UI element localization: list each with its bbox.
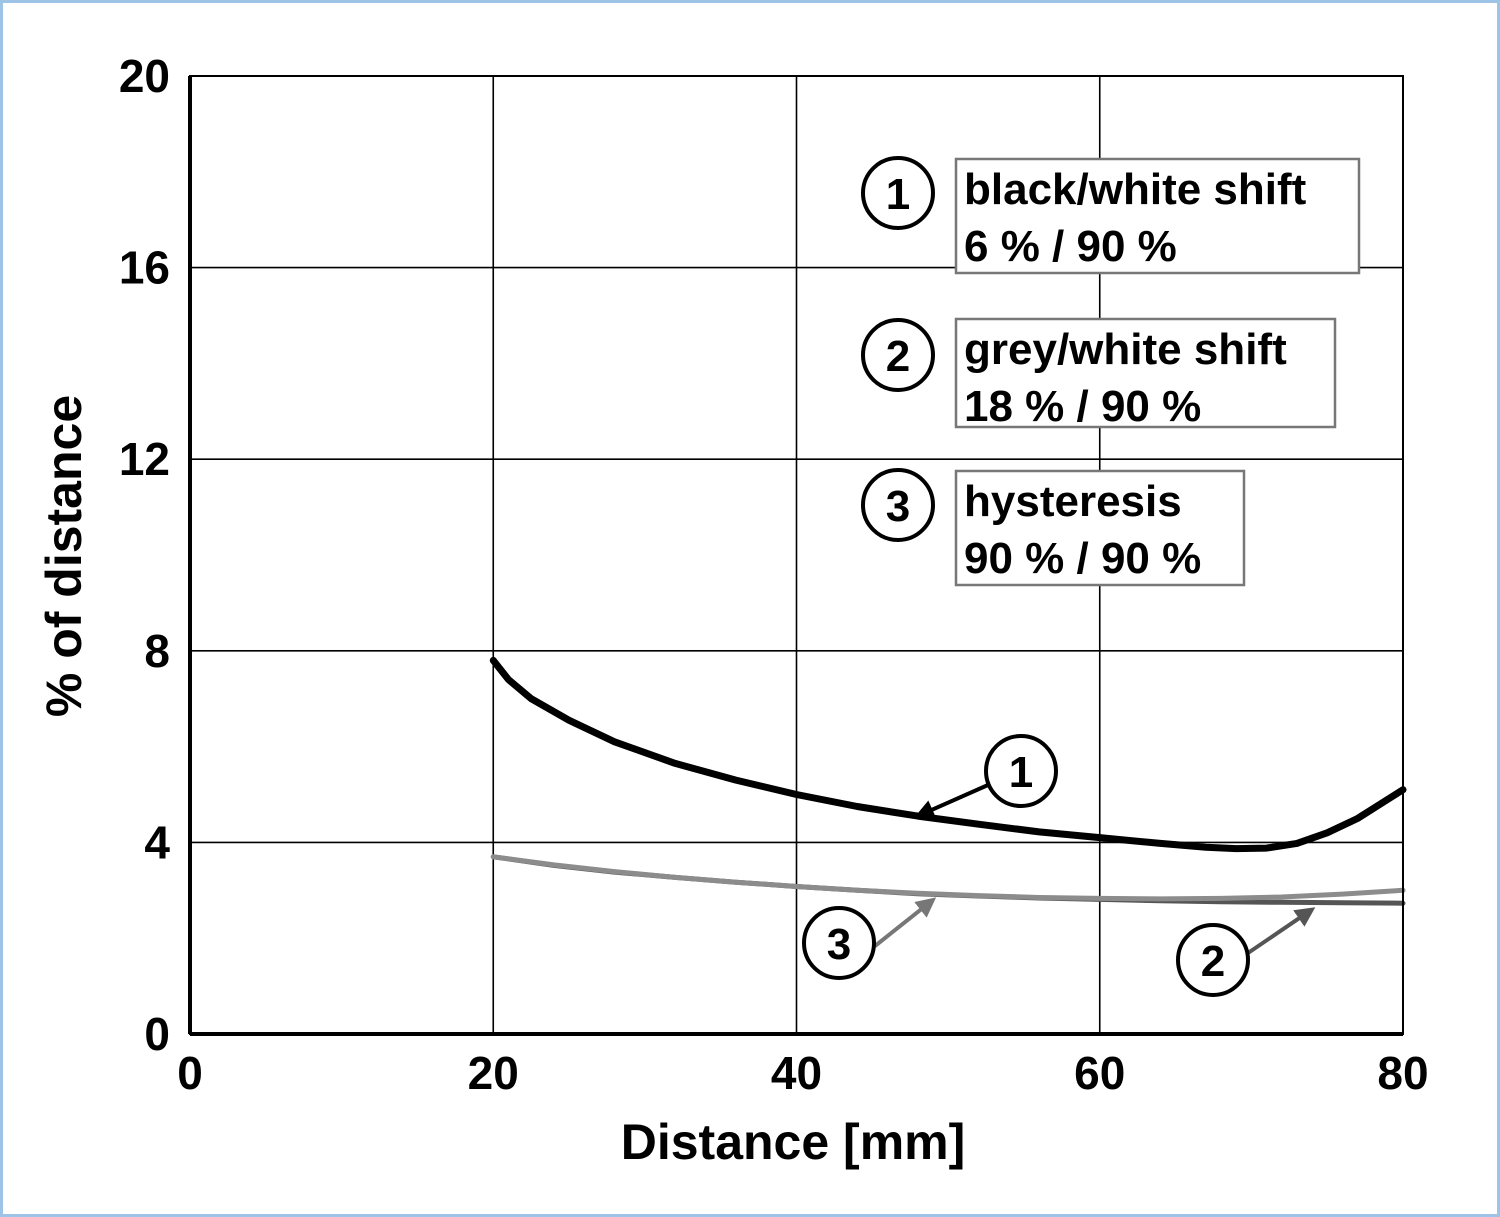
x-tick-label: 20 xyxy=(468,1047,519,1099)
y-tick-label: 20 xyxy=(119,50,170,102)
annotation-2: 2 xyxy=(1176,907,1316,997)
annotation-circle xyxy=(984,734,1058,808)
legend-box xyxy=(954,469,1246,587)
x-axis-title: Distance [mm] xyxy=(621,1114,966,1170)
x-tick-label: 60 xyxy=(1074,1047,1125,1099)
annotation-arrow xyxy=(914,783,989,819)
annotation-arrow xyxy=(873,897,937,948)
legend-marker-label: 3 xyxy=(886,482,910,531)
annotation-label: 2 xyxy=(1201,937,1225,986)
annotation-3: 3 xyxy=(802,897,937,980)
annotation-circle xyxy=(802,906,876,980)
legend-value: 18 % / 90 % xyxy=(964,382,1201,431)
legend-marker-circle xyxy=(861,156,935,230)
legend-entry-2: 2 grey/white shift 18 % / 90 % xyxy=(861,317,1337,431)
series-line-3 xyxy=(490,854,1406,902)
legend-label: grey/white shift xyxy=(964,325,1287,374)
annotations: 1 2 3 xyxy=(802,734,1316,997)
legend: 1 black/white shift 6 % / 90 % 2 grey/white … xyxy=(861,156,1361,587)
y-tick-label: 4 xyxy=(144,816,170,868)
legend-box xyxy=(954,157,1361,275)
y-tick-label: 8 xyxy=(144,625,170,677)
legend-box xyxy=(954,317,1337,429)
x-tick-label: 0 xyxy=(177,1047,203,1099)
series-lines xyxy=(489,656,1407,906)
legend-marker-label: 1 xyxy=(886,170,910,219)
legend-entry-1: 1 black/white shift 6 % / 90 % xyxy=(861,156,1361,275)
axes xyxy=(188,75,1404,1036)
legend-value: 6 % / 90 % xyxy=(964,222,1177,271)
y-tick-label: 0 xyxy=(144,1008,170,1060)
annotation-arrow xyxy=(1246,907,1316,955)
x-tick-label: 80 xyxy=(1377,1047,1428,1099)
series-line-1 xyxy=(489,656,1407,853)
annotation-label: 1 xyxy=(1009,748,1033,797)
annotation-label: 3 xyxy=(827,920,851,969)
legend-label: hysteresis xyxy=(964,477,1182,526)
y-tick-label: 16 xyxy=(119,242,170,294)
y-axis-title: % of distance xyxy=(36,395,92,717)
legend-marker-circle xyxy=(861,318,935,392)
y-tick-label: 12 xyxy=(119,433,170,485)
annotation-1: 1 xyxy=(914,734,1058,819)
annotation-circle xyxy=(1176,923,1250,997)
x-tick-label: 40 xyxy=(771,1047,822,1099)
legend-label: black/white shift xyxy=(964,165,1307,214)
legend-marker-circle xyxy=(861,468,935,542)
legend-value: 90 % / 90 % xyxy=(964,534,1201,583)
legend-marker-label: 2 xyxy=(886,332,910,381)
legend-entry-3: 3 hysteresis 90 % / 90 % xyxy=(861,468,1246,587)
